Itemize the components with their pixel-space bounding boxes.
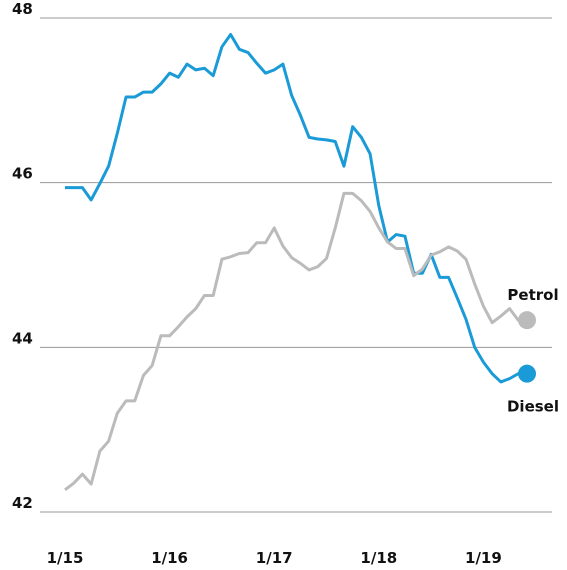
end-dot: [518, 311, 536, 330]
y-tick-label: 46: [12, 165, 33, 183]
x-tick-label: 1/19: [465, 549, 502, 567]
y-tick-label: 48: [12, 0, 33, 18]
series-label: Petrol: [507, 286, 558, 304]
series-line: [65, 32, 527, 384]
x-tick-label: 1/15: [47, 549, 84, 567]
x-tick-label: 1/18: [360, 549, 397, 567]
x-tick-label: 1/16: [151, 549, 188, 567]
y-tick-label: 42: [12, 494, 33, 512]
end-dot: [518, 364, 536, 383]
series-label: Diesel: [507, 398, 559, 416]
y-tick-label: 44: [12, 329, 33, 347]
series-line: [64, 191, 527, 491]
x-tick-label: 1/17: [256, 549, 293, 567]
